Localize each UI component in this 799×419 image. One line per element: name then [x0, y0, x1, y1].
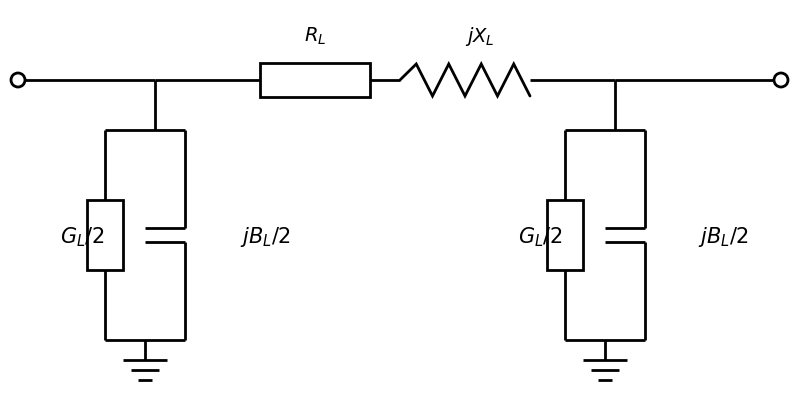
Text: $R_L$: $R_L$ — [304, 26, 326, 47]
Text: $jB_L/2$: $jB_L/2$ — [240, 225, 291, 249]
Text: $G_L/2$: $G_L/2$ — [60, 225, 104, 249]
Bar — [87, 200, 123, 270]
Text: $jX_L$: $jX_L$ — [465, 24, 495, 47]
Bar — [260, 63, 370, 97]
Bar — [547, 200, 583, 270]
Text: $jB_L/2$: $jB_L/2$ — [698, 225, 749, 249]
Text: $G_L/2$: $G_L/2$ — [518, 225, 562, 249]
